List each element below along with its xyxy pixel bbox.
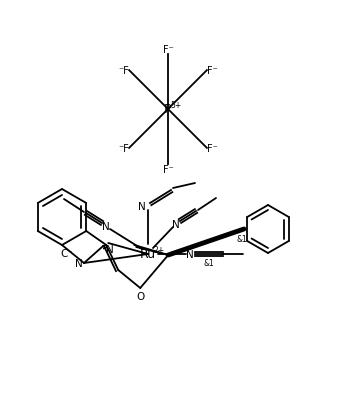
- Text: &1: &1: [237, 235, 247, 244]
- Text: F⁻: F⁻: [207, 66, 218, 76]
- Text: &1: &1: [204, 259, 214, 268]
- Text: P: P: [164, 103, 172, 116]
- Text: F⁻: F⁻: [163, 165, 173, 175]
- Text: F⁻: F⁻: [163, 45, 173, 55]
- Text: N: N: [186, 249, 194, 259]
- Text: O: O: [136, 291, 144, 301]
- Text: 5+: 5+: [171, 101, 182, 110]
- Text: N: N: [75, 259, 83, 268]
- Text: N: N: [172, 219, 180, 230]
- Text: ⁻: ⁻: [68, 248, 72, 257]
- Text: N: N: [102, 221, 110, 231]
- Text: ⁻F: ⁻F: [118, 66, 129, 76]
- Text: N: N: [138, 202, 146, 211]
- Text: C: C: [60, 248, 68, 259]
- Text: 2+: 2+: [153, 246, 164, 255]
- Text: F⁻: F⁻: [207, 144, 218, 154]
- Text: N: N: [106, 244, 114, 254]
- Text: Ru: Ru: [140, 248, 156, 261]
- Text: ⁻F: ⁻F: [118, 144, 129, 154]
